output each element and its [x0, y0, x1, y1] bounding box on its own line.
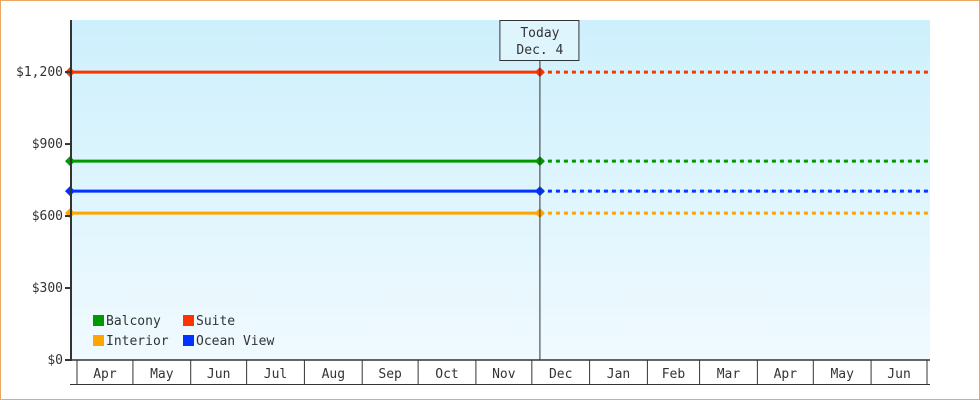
x-tick-label: Feb [662, 367, 686, 382]
today-label: Today [520, 26, 559, 41]
x-tick-label: Jul [264, 367, 287, 382]
y-tick-label: $0 [47, 353, 63, 368]
legend-label: Suite [196, 314, 235, 329]
x-tick-label: Dec [549, 367, 572, 382]
y-tick-label: $900 [32, 137, 63, 152]
x-tick-label: Jun [207, 367, 230, 382]
x-tick-label: Oct [435, 367, 458, 382]
y-tick-label: $600 [32, 209, 63, 224]
x-tick-label: Jun [887, 367, 910, 382]
x-tick-label: Aug [322, 367, 345, 382]
x-tick-label: Apr [93, 367, 117, 382]
x-tick-label: Jan [607, 367, 630, 382]
legend-swatch [183, 315, 194, 326]
y-tick-label: $300 [32, 281, 63, 296]
x-tick-label: Apr [774, 367, 798, 382]
legend-swatch [93, 315, 104, 326]
legend-label: Ocean View [196, 334, 274, 349]
legend-swatch [93, 335, 104, 346]
x-tick-label: May [150, 367, 174, 382]
x-tick-label: Sep [378, 367, 402, 382]
legend-swatch [183, 335, 194, 346]
legend-label: Interior [106, 334, 169, 349]
today-date-label: Dec. 4 [516, 43, 563, 58]
x-tick-label: Mar [717, 367, 741, 382]
x-tick-label: Nov [492, 367, 516, 382]
x-tick-label: May [830, 367, 854, 382]
y-tick-label: $1,200 [16, 65, 63, 80]
today-label-box [499, 20, 580, 61]
legend-label: Balcony [106, 314, 161, 329]
